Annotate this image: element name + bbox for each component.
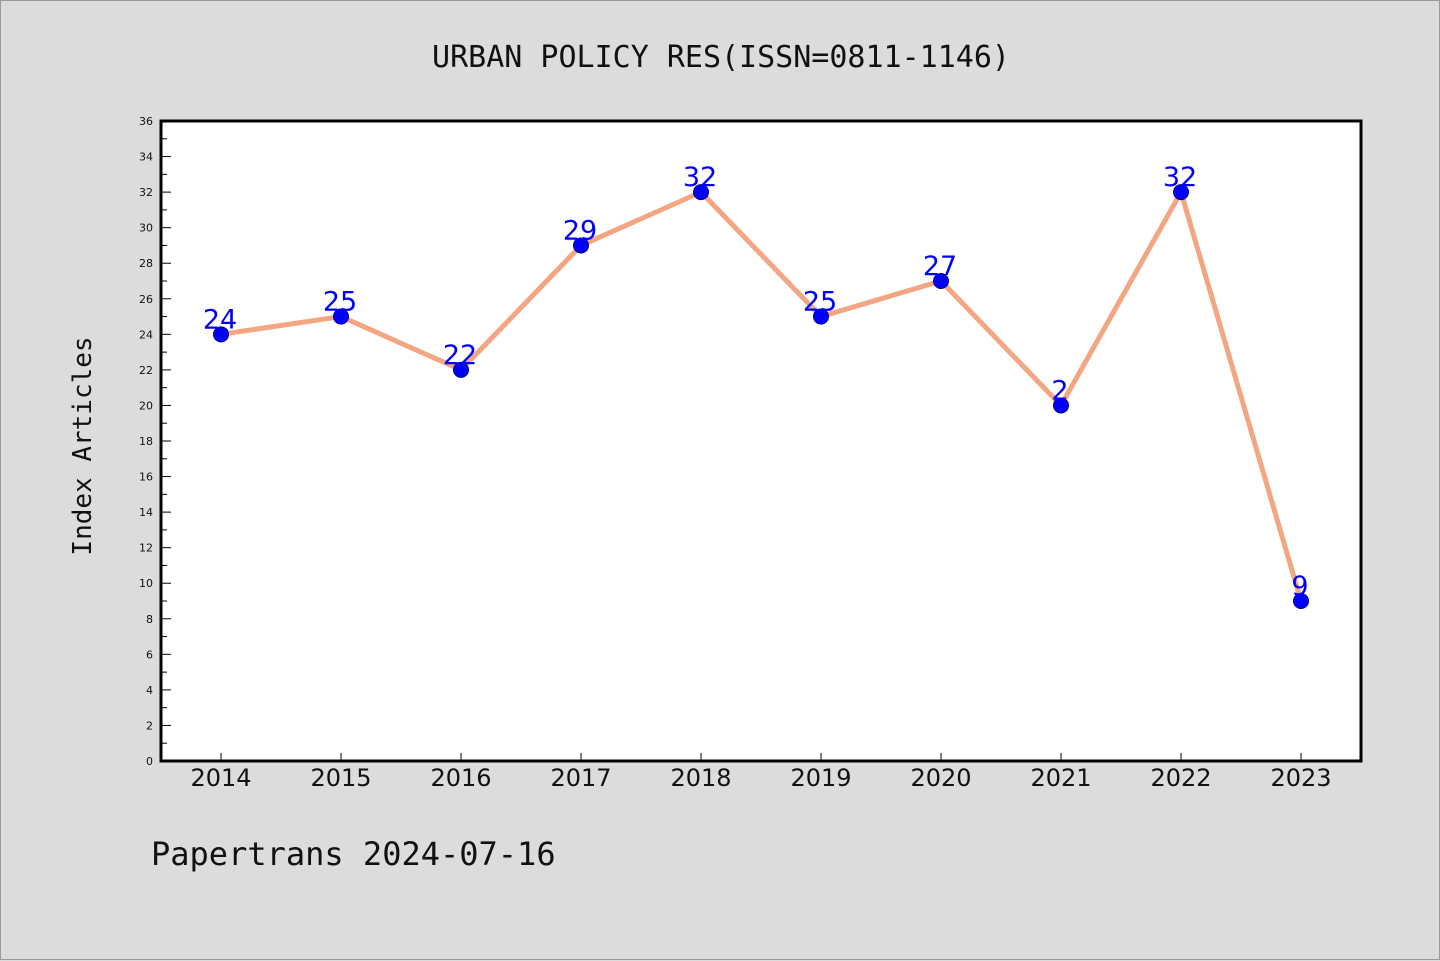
data-label: 25	[803, 287, 837, 318]
y-tick-label: 36	[139, 115, 153, 128]
chart-title: URBAN POLICY RES(ISSN=0811-1146)	[432, 40, 1010, 75]
x-axis: 2014 2015 2016 2017 2018 2019 2020 2021 2022 2023	[190, 753, 1332, 792]
data-label: 9	[1291, 571, 1308, 602]
data-point	[573, 237, 589, 254]
plot-frame	[159, 119, 1363, 763]
data-point	[933, 273, 949, 289]
x-tick-label: 2018	[670, 764, 731, 792]
data-label: 29	[563, 215, 597, 246]
data-point	[1053, 397, 1069, 414]
series-line	[218, 189, 1304, 604]
x-tick-label: 2023	[1270, 764, 1331, 792]
data-label: 2	[1051, 375, 1068, 406]
data-label: 32	[1163, 162, 1197, 193]
data-point	[453, 361, 469, 378]
y-tick-label: 6	[146, 648, 153, 661]
y-tick-label: 4	[146, 684, 153, 697]
data-point	[813, 308, 829, 325]
x-tick-label: 2016	[430, 764, 491, 792]
x-tick-label: 2014	[190, 764, 251, 792]
y-tick-label: 22	[139, 364, 153, 377]
y-tick-label: 2	[146, 719, 153, 732]
y-tick-label: 16	[139, 471, 153, 484]
x-tick-label: 2019	[790, 764, 851, 792]
data-point	[1173, 184, 1189, 201]
data-label: 25	[323, 287, 357, 318]
y-tick-label: 32	[139, 186, 153, 199]
data-point	[333, 308, 349, 325]
y-tick-label: 26	[139, 293, 153, 306]
x-tick-label: 2021	[1030, 764, 1091, 792]
x-tick-label: 2020	[910, 764, 971, 792]
y-tick-label: 8	[146, 613, 153, 626]
y-axis-label: Index Articles	[68, 336, 98, 555]
y-tick-label: 10	[139, 577, 153, 590]
y-tick-label: 14	[139, 506, 153, 519]
x-tick-label: 2022	[1150, 764, 1211, 792]
data-label: 24	[203, 304, 237, 335]
y-tick-label: 28	[139, 257, 153, 270]
y-tick-label: 24	[139, 328, 153, 341]
x-tick-label: 2017	[550, 764, 611, 792]
y-tick-label: 12	[139, 542, 153, 555]
data-label: 22	[443, 340, 477, 371]
y-tick-label: 34	[139, 151, 153, 164]
series-layer: 24 25 22 29 32 25 27 2 32 9	[203, 162, 1309, 609]
y-tick-label: 0	[146, 755, 153, 768]
data-point	[213, 326, 229, 343]
x-tick-label: 2015	[310, 764, 371, 792]
y-tick-label: 18	[139, 435, 153, 448]
y-tick-label: 20	[139, 399, 153, 412]
data-point	[1293, 593, 1309, 609]
footer-credit: Papertrans 2024-07-16	[151, 835, 556, 873]
y-tick-label: 30	[139, 222, 153, 235]
data-point	[693, 184, 709, 201]
data-label: 32	[683, 162, 717, 193]
data-label: 27	[923, 251, 957, 282]
plot-area	[161, 121, 1361, 761]
